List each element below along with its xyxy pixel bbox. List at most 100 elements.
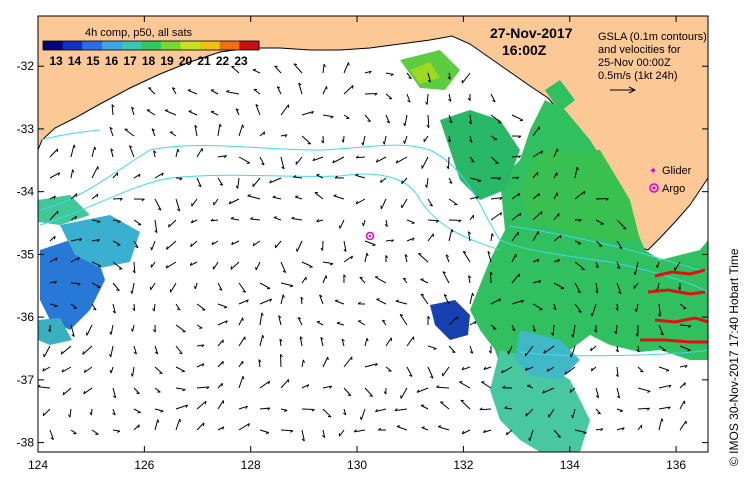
velocity-arrow-head — [154, 230, 158, 234]
velocity-arrow-head — [500, 212, 503, 216]
velocity-arrow-head — [61, 369, 64, 373]
velocity-arrow-head — [161, 172, 164, 177]
velocity-arrow — [416, 387, 429, 393]
velocity-arrow — [301, 384, 310, 389]
velocity-arrow-head — [111, 104, 115, 108]
velocity-arrow — [427, 345, 437, 350]
velocity-arrow — [231, 240, 240, 246]
velocity-arrow-head — [198, 184, 202, 188]
velocity-arrow-head — [343, 248, 347, 252]
velocity-arrow — [385, 239, 394, 242]
velocity-arrow — [658, 418, 663, 431]
velocity-arrow-head — [518, 155, 522, 159]
argo-symbol-center — [652, 186, 656, 190]
velocity-arrow-head — [223, 155, 227, 159]
velocity-arrow — [552, 324, 555, 336]
velocity-arrow-head — [500, 369, 504, 374]
velocity-arrow-head — [616, 395, 620, 399]
velocity-arrow-head — [472, 292, 475, 297]
velocity-arrow — [280, 408, 288, 411]
velocity-arrow-head — [201, 344, 205, 348]
velocity-arrow — [527, 385, 534, 389]
velocity-arrow-head — [615, 349, 619, 353]
velocity-arrow — [376, 298, 387, 305]
velocity-arrow-head — [578, 310, 582, 313]
x-axis: 124 126 128 130 132 134 136 — [28, 16, 686, 472]
velocity-arrow — [511, 231, 519, 242]
velocity-arrow — [154, 345, 159, 355]
velocity-arrow — [553, 303, 557, 310]
velocity-arrow-head — [416, 389, 420, 393]
velocity-arrow — [461, 72, 471, 84]
velocity-arrow-head — [420, 293, 425, 296]
velocity-arrow — [380, 177, 387, 184]
velocity-arrow — [175, 198, 181, 212]
velocity-arrow-head — [130, 328, 134, 332]
velocity-arrow — [133, 387, 140, 394]
velocity-arrow — [255, 104, 261, 116]
velocity-arrow — [406, 237, 415, 242]
velocity-arrow — [460, 399, 471, 410]
colorbar-tick-label: 17 — [123, 54, 137, 68]
velocity-arrow-head — [134, 245, 139, 249]
velocity-arrow-head — [688, 325, 692, 328]
velocity-arrow — [427, 366, 434, 379]
velocity-arrow-head — [569, 389, 572, 393]
velocity-arrow-head — [665, 369, 670, 372]
velocity-arrow — [448, 93, 452, 102]
velocity-arrow — [462, 429, 471, 435]
velocity-arrow — [532, 258, 540, 263]
velocity-arrow — [423, 135, 429, 143]
velocity-arrow-head — [583, 191, 586, 195]
velocity-arrow — [364, 387, 373, 397]
velocity-arrow-head — [293, 175, 297, 178]
velocity-arrow — [213, 198, 219, 206]
velocity-arrow-head — [261, 312, 264, 316]
velocity-arrow — [70, 303, 78, 309]
velocity-arrow-head — [77, 257, 80, 261]
velocity-arrow — [343, 114, 350, 119]
velocity-arrow — [376, 156, 387, 163]
velocity-arrow-head — [325, 275, 328, 279]
velocity-arrow-head — [222, 426, 225, 430]
velocity-arrow — [570, 345, 576, 358]
velocity-arrow — [112, 261, 123, 270]
velocity-arrow-head — [458, 219, 462, 223]
velocity-arrow — [151, 128, 156, 137]
velocity-arrow — [490, 156, 499, 164]
velocity-arrow-head — [687, 349, 691, 352]
colorbar-swatch — [101, 41, 123, 50]
velocity-arrow — [553, 148, 558, 158]
velocity-arrow — [383, 135, 387, 145]
colorbar-swatch — [160, 41, 181, 50]
velocity-arrow-head — [597, 412, 601, 415]
velocity-arrow — [196, 363, 205, 368]
velocity-arrow — [616, 219, 627, 230]
velocity-arrow — [385, 114, 391, 124]
velocity-arrow — [616, 408, 623, 412]
argo-float-marker — [365, 231, 375, 241]
velocity-arrow — [238, 124, 244, 137]
velocity-arrow — [364, 363, 378, 368]
velocity-arrow — [91, 429, 99, 435]
velocity-arrow — [238, 156, 251, 164]
velocity-arrow — [196, 344, 205, 347]
velocity-arrow-head — [525, 412, 527, 417]
velocity-arrow-head — [320, 247, 324, 251]
velocity-arrow — [343, 240, 347, 252]
velocity-arrow — [154, 419, 159, 431]
velocity-arrow — [320, 337, 324, 347]
velocity-arrow-head — [375, 363, 378, 367]
velocity-arrow — [574, 167, 578, 179]
velocity-arrow — [70, 238, 82, 242]
velocity-arrow — [196, 177, 202, 187]
velocity-arrow-head — [451, 229, 454, 233]
velocity-arrow — [360, 408, 366, 420]
velocity-arrow-head — [42, 368, 45, 372]
velocity-arrow — [154, 219, 158, 233]
velocity-arrow-head — [658, 313, 661, 317]
velocity-arrow — [420, 404, 429, 410]
velocity-arrow-head — [301, 438, 305, 442]
velocity-arrow-head — [319, 294, 323, 298]
velocity-arrow — [322, 408, 332, 418]
